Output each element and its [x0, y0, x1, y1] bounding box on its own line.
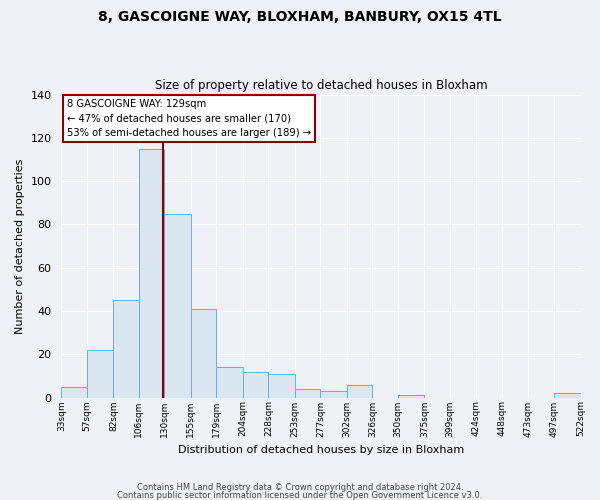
Bar — [295, 389, 320, 398]
Bar — [139, 148, 164, 398]
X-axis label: Distribution of detached houses by size in Bloxham: Distribution of detached houses by size … — [178, 445, 464, 455]
Bar — [164, 214, 191, 398]
Bar — [243, 372, 268, 398]
Text: Contains public sector information licensed under the Open Government Licence v3: Contains public sector information licen… — [118, 490, 482, 500]
Text: 8, GASCOIGNE WAY, BLOXHAM, BANBURY, OX15 4TL: 8, GASCOIGNE WAY, BLOXHAM, BANBURY, OX15… — [98, 10, 502, 24]
Bar — [61, 386, 87, 398]
Bar — [347, 384, 373, 398]
Bar — [191, 309, 217, 398]
Bar — [113, 300, 139, 398]
Bar — [320, 391, 347, 398]
Title: Size of property relative to detached houses in Bloxham: Size of property relative to detached ho… — [155, 79, 487, 92]
Y-axis label: Number of detached properties: Number of detached properties — [15, 158, 25, 334]
Bar — [268, 374, 295, 398]
Text: 8 GASCOIGNE WAY: 129sqm
← 47% of detached houses are smaller (170)
53% of semi-d: 8 GASCOIGNE WAY: 129sqm ← 47% of detache… — [67, 99, 311, 138]
Bar — [554, 393, 581, 398]
Bar — [87, 350, 113, 398]
Text: Contains HM Land Registry data © Crown copyright and database right 2024.: Contains HM Land Registry data © Crown c… — [137, 484, 463, 492]
Bar — [398, 396, 424, 398]
Bar — [217, 367, 243, 398]
